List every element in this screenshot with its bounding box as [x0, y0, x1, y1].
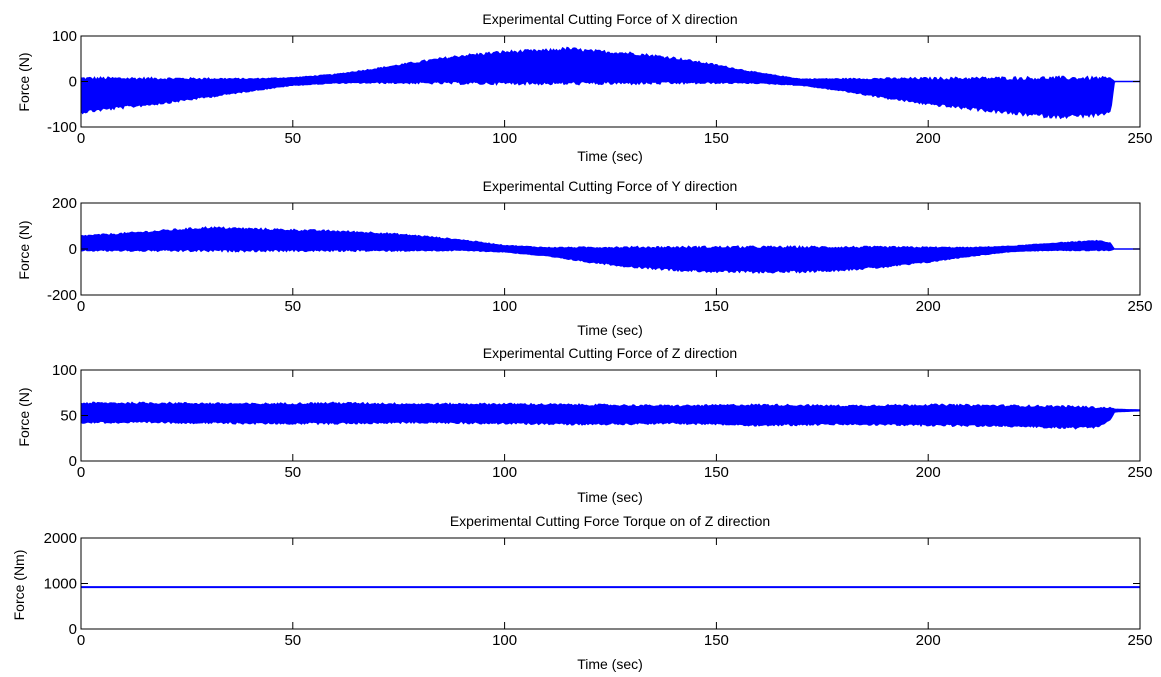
x-tick-label: 50 — [284, 464, 301, 481]
x-tick-label: 250 — [1127, 298, 1152, 315]
series-envelope — [80, 226, 1140, 275]
x-tick-label: 200 — [916, 130, 941, 147]
x-tick-label: 50 — [284, 298, 301, 315]
x-tick-label: 0 — [77, 464, 85, 481]
x-tick-label: 100 — [492, 298, 517, 315]
subplot-y-direction: Experimental Cutting Force of Y directio… — [16, 178, 1153, 338]
x-tick-label: 50 — [284, 632, 301, 649]
y-tick-label: -200 — [47, 287, 77, 304]
subplot-z-direction: Experimental Cutting Force of Z directio… — [16, 345, 1153, 505]
y-tick-label: 0 — [69, 74, 77, 91]
x-tick-label: 150 — [704, 130, 729, 147]
x-tick-label: 150 — [704, 298, 729, 315]
x-axis-label: Time (sec) — [577, 148, 643, 164]
x-tick-label: 0 — [77, 632, 85, 649]
chart-title: Experimental Cutting Force of Y directio… — [483, 178, 738, 194]
chart-title: Experimental Cutting Force of Z directio… — [483, 345, 737, 361]
chart-title: Experimental Cutting Force of X directio… — [482, 11, 737, 27]
x-tick-label: 0 — [77, 130, 85, 147]
chart-title: Experimental Cutting Force Torque on of … — [450, 513, 770, 529]
x-tick-label: 250 — [1127, 632, 1152, 649]
x-tick-label: 100 — [492, 632, 517, 649]
x-axis-label: Time (sec) — [577, 322, 643, 338]
y-axis-label: Force (N) — [16, 387, 32, 446]
subplot-x-direction: Experimental Cutting Force of X directio… — [16, 11, 1153, 164]
x-tick-label: 100 — [492, 464, 517, 481]
y-tick-label: 0 — [69, 241, 77, 258]
x-tick-label: 200 — [916, 298, 941, 315]
y-axis-label: Force (N) — [16, 52, 32, 111]
y-tick-label: 0 — [69, 621, 77, 638]
axes-frame — [80, 537, 1141, 630]
x-tick-label: 200 — [916, 632, 941, 649]
x-tick-label: 50 — [284, 130, 301, 147]
x-tick-label: 100 — [492, 130, 517, 147]
y-tick-label: 1000 — [44, 576, 77, 593]
y-tick-label: 200 — [52, 195, 77, 212]
series-envelope — [80, 46, 1140, 120]
x-axis-label: Time (sec) — [577, 489, 643, 505]
plot-area: 0 50 100 150 200 250 0 50 100 — [52, 362, 1153, 481]
x-tick-label: 150 — [704, 464, 729, 481]
y-tick-label: 0 — [69, 453, 77, 470]
x-tick-label: 250 — [1127, 130, 1152, 147]
x-tick-label: 150 — [704, 632, 729, 649]
series-envelope — [80, 401, 1141, 430]
y-tick-label: 50 — [60, 408, 77, 425]
plot-area: 0 50 100 150 200 250 0 1000 2000 — [44, 530, 1153, 649]
y-axis-label: Force (Nm) — [11, 550, 27, 621]
y-tick-label: 100 — [52, 362, 77, 379]
y-tick-label: 100 — [52, 28, 77, 45]
x-tick-label: 200 — [916, 464, 941, 481]
y-tick-label: 2000 — [44, 530, 77, 547]
x-tick-label: 0 — [77, 298, 85, 315]
x-tick-label: 250 — [1127, 464, 1152, 481]
y-tick-label: -100 — [47, 119, 77, 136]
x-axis-label: Time (sec) — [577, 656, 643, 672]
subplot-z-torque: Experimental Cutting Force Torque on of … — [11, 513, 1153, 672]
y-axis-label: Force (N) — [16, 220, 32, 279]
